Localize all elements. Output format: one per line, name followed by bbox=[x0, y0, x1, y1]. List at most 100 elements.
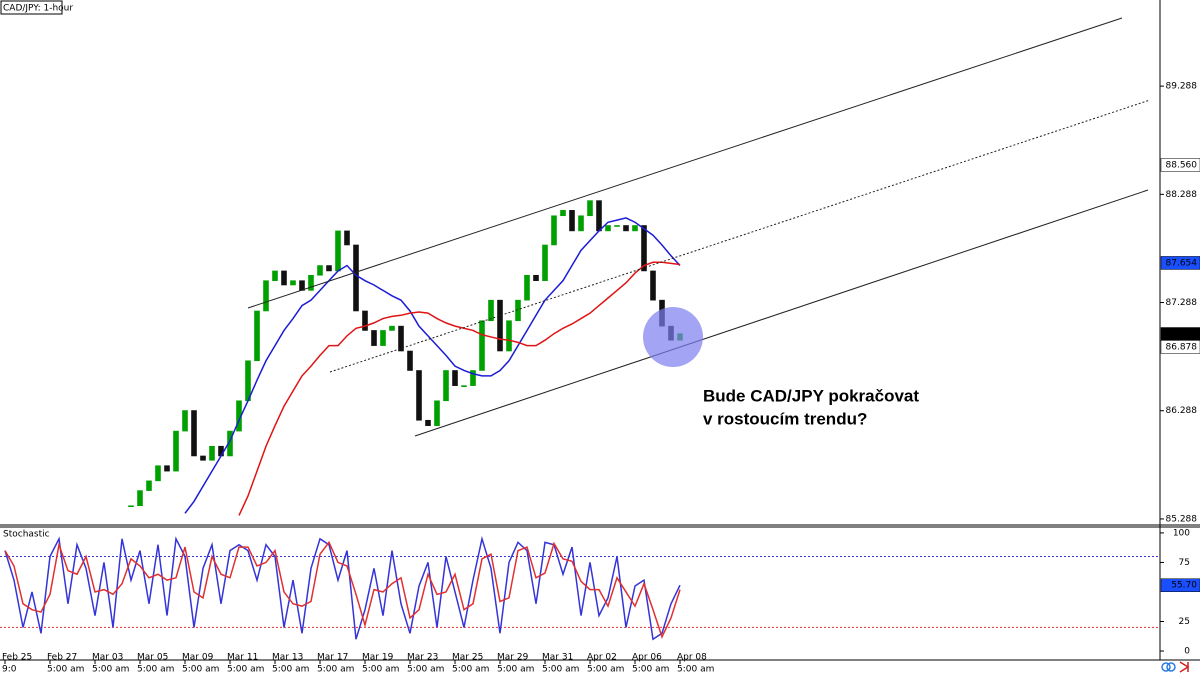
x-time-label: 5:00 am bbox=[47, 665, 84, 675]
toolbar-icons[interactable] bbox=[1161, 661, 1190, 673]
candle bbox=[299, 280, 305, 291]
price-tag bbox=[1160, 256, 1200, 270]
candle bbox=[452, 370, 458, 386]
candle bbox=[641, 225, 647, 272]
candle bbox=[371, 330, 377, 346]
x-time-label: 5:00 am bbox=[407, 665, 444, 675]
candle bbox=[443, 370, 449, 402]
stochastic-panel: 0 25 75 100 bbox=[0, 528, 1190, 657]
price-tag-label: 86.878 bbox=[1166, 342, 1198, 352]
x-tick-label: Mar 03 bbox=[92, 653, 123, 663]
y-tick-label: 85.288 bbox=[1166, 514, 1198, 524]
x-tick-label: Mar 23 bbox=[407, 653, 438, 663]
candle bbox=[146, 480, 152, 491]
candle bbox=[353, 244, 359, 312]
candle bbox=[389, 325, 395, 331]
candle bbox=[245, 360, 251, 402]
y-tick-label: 100 bbox=[1173, 528, 1190, 538]
candle bbox=[281, 270, 287, 286]
x-time-label: 5:00 am bbox=[272, 665, 309, 675]
title-box bbox=[0, 0, 63, 15]
candle bbox=[461, 385, 467, 387]
candle bbox=[596, 200, 602, 232]
candle bbox=[191, 410, 197, 457]
candle bbox=[569, 210, 575, 232]
candle bbox=[632, 225, 638, 232]
candle bbox=[227, 430, 233, 457]
candle bbox=[506, 320, 512, 352]
candle bbox=[542, 244, 548, 281]
channel-upper bbox=[247, 17, 1123, 309]
candle bbox=[137, 490, 143, 507]
scroll-icon[interactable] bbox=[1179, 661, 1190, 673]
x-time-label: 5:00 am bbox=[632, 665, 669, 675]
candle bbox=[614, 225, 620, 227]
candle bbox=[308, 274, 314, 291]
price-panel: 85.288 86.288 87.288 88.288 89.288 Feb 25 9:0 F… bbox=[2, 82, 1197, 675]
candle bbox=[326, 265, 332, 272]
candle bbox=[335, 230, 341, 272]
candle bbox=[560, 210, 566, 217]
candle bbox=[254, 310, 260, 362]
x-time-label: 9:0 bbox=[2, 665, 17, 675]
x-tick-label: Apr 06 bbox=[632, 653, 662, 663]
candle bbox=[470, 370, 476, 386]
indicator-title: Stochastic bbox=[3, 530, 50, 540]
x-tick-label: Feb 27 bbox=[47, 653, 77, 663]
y-tick-label: 86.288 bbox=[1166, 406, 1198, 416]
candle bbox=[317, 265, 323, 276]
link-icon[interactable] bbox=[1166, 662, 1176, 672]
price-tag-label: 55.70 bbox=[1171, 581, 1197, 591]
candle bbox=[155, 465, 161, 482]
candle bbox=[362, 310, 368, 331]
x-tick-label: Feb 25 bbox=[2, 653, 32, 663]
chart-title: CAD/JPY: 1-hour bbox=[3, 4, 73, 14]
candle bbox=[533, 274, 539, 281]
price-tag bbox=[1160, 158, 1200, 172]
candle bbox=[434, 400, 440, 426]
candle bbox=[587, 200, 593, 217]
candle bbox=[380, 330, 386, 346]
candle bbox=[182, 410, 188, 432]
candle bbox=[605, 225, 611, 232]
candle bbox=[290, 280, 296, 286]
x-tick-label: Apr 08 bbox=[677, 653, 707, 663]
candle bbox=[164, 465, 170, 472]
candle bbox=[524, 274, 530, 301]
candle bbox=[578, 215, 584, 232]
x-time-label: 5:00 am bbox=[182, 665, 219, 675]
x-time-label: 5:00 am bbox=[227, 665, 264, 675]
x-time-label: 5:00 am bbox=[317, 665, 354, 675]
y-tick-label: 87.288 bbox=[1166, 298, 1198, 308]
x-time-label: 5:00 am bbox=[497, 665, 534, 675]
y-tick-label: 75 bbox=[1179, 558, 1190, 568]
price-tag-label: 87.654 bbox=[1166, 258, 1198, 268]
candle bbox=[407, 350, 413, 371]
candle bbox=[173, 430, 179, 472]
series-line bbox=[4, 540, 681, 639]
x-tick-label: Mar 17 bbox=[317, 653, 348, 663]
x-tick-label: Mar 11 bbox=[227, 653, 258, 663]
link-icon[interactable] bbox=[1161, 662, 1171, 672]
x-time-label: 5:00 am bbox=[587, 665, 624, 675]
price-tag-label: 88.560 bbox=[1166, 160, 1198, 170]
candle bbox=[209, 445, 215, 461]
candle bbox=[650, 270, 656, 301]
candle bbox=[479, 320, 485, 371]
annotation: v rostoucím trendu? bbox=[703, 409, 867, 428]
candle bbox=[497, 299, 503, 352]
x-time-label: 5:00 am bbox=[677, 665, 714, 675]
candle bbox=[344, 230, 350, 246]
price-tag bbox=[1160, 578, 1200, 592]
x-tick-label: Mar 29 bbox=[497, 653, 529, 663]
price-tag-label: 86.997 bbox=[1166, 330, 1198, 340]
candle bbox=[416, 370, 422, 421]
candle bbox=[515, 299, 521, 322]
x-tick-label: Mar 05 bbox=[137, 653, 168, 663]
x-tick-label: Mar 13 bbox=[272, 653, 303, 663]
x-time-label: 5:00 am bbox=[362, 665, 399, 675]
candle bbox=[425, 419, 431, 426]
candle bbox=[128, 505, 134, 508]
series-line bbox=[184, 217, 681, 514]
